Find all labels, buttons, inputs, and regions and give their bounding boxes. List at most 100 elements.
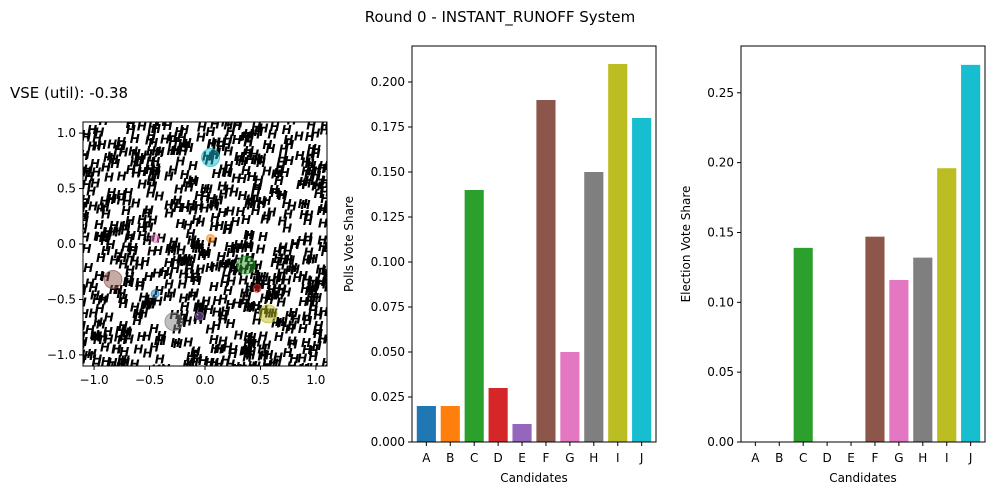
voter-point: H [221,165,231,179]
voter-point: H [247,359,257,373]
voter-point: H [111,342,121,356]
voter-point: H [75,222,85,236]
polls-xtick-label: B [446,451,454,465]
voter-point: H [247,198,257,212]
voter-point: H [146,174,156,188]
voter-point: H [295,149,305,163]
voter-point: H [101,230,111,244]
voter-point: H [81,128,91,142]
voter-point: H [305,157,315,171]
voter-point: H [314,319,324,333]
voter-point: H [277,283,287,297]
voter-point: H [116,139,126,153]
voter-point: H [96,318,106,332]
voter-point: H [269,356,279,370]
voter-point: H [156,115,166,129]
voter-point: H [107,138,117,152]
voter-point: H [122,326,132,340]
polls-ytick-label: 0.150 [371,165,405,179]
voter-point: H [243,228,253,242]
voter-point: H [167,240,177,254]
voter-point: H [325,274,335,288]
voter-point: H [132,159,142,173]
voter-point: H [223,119,233,133]
polls-xtick-label: H [589,451,598,465]
voter-point: H [243,363,253,377]
voter-point: H [120,356,130,370]
voter-point: H [244,240,254,254]
voter-point: H [145,162,155,176]
election-bar-G [889,279,909,442]
voter-point: H [272,245,282,259]
voter-point: H [137,119,147,133]
voter-point: H [223,219,233,233]
figure-suptitle: Round 0 - INSTANT_RUNOFF System [365,8,635,27]
voter-point: H [116,135,126,149]
voter-point: H [93,315,103,329]
voter-point: H [135,153,145,167]
candidate-marker-B [206,233,216,243]
voter-point: H [92,353,102,367]
voter-point: H [167,130,177,144]
voter-point: H [303,214,313,228]
voter-point: H [304,168,314,182]
polls-bar-A [416,406,436,442]
voter-point: H [105,193,115,207]
voter-point: H [215,342,225,356]
voter-point: H [240,130,250,144]
election-ytick-label: 0.10 [707,295,734,309]
voter-point: H [147,245,157,259]
voter-point: H [109,219,119,233]
voter-point: H [106,238,116,252]
voter-point: H [76,347,86,361]
voter-point: H [275,161,285,175]
voter-point: H [118,319,128,333]
voter-point: H [285,323,295,337]
voter-point: H [262,359,272,373]
voter-point: H [323,202,333,216]
voter-point: H [259,291,269,305]
voter-point: H [154,284,164,298]
voter-point: H [78,223,88,237]
voter-point: H [301,336,311,350]
voter-point: H [164,170,174,184]
voter-point: H [196,364,206,378]
voter-point: H [302,314,312,328]
voter-point: H [98,114,108,128]
voter-point: H [217,206,227,220]
voter-point: H [285,263,295,277]
voter-point: H [94,218,104,232]
voter-point: H [276,295,286,309]
voter-point: H [155,352,165,366]
election-xtick-label: E [847,451,855,465]
voter-point: H [226,275,236,289]
voter-point: H [216,135,226,149]
election-xtick-label: I [945,451,949,465]
voter-point: H [90,328,100,342]
voter-point: H [228,347,238,361]
voter-point: H [262,138,272,152]
voter-point: H [209,363,219,377]
voter-point: H [267,289,277,303]
voter-point: H [220,256,230,270]
voter-point: H [243,238,253,252]
voter-point: H [274,330,284,344]
voter-point: H [113,283,123,297]
voter-point: H [283,245,293,259]
scatter-ytick-label: −1.0 [47,348,76,362]
voter-point: H [155,145,165,159]
voter-point: H [318,332,328,346]
voter-point: H [279,253,289,267]
voter-point: H [209,220,219,234]
voter-point: H [79,149,89,163]
voter-point: H [241,213,251,227]
voter-point: H [106,186,116,200]
voter-point: H [301,274,311,288]
voter-point: H [132,314,142,328]
voter-point: H [246,345,256,359]
election-ytick-label: 0.00 [707,435,734,449]
voter-point: H [272,282,282,296]
voter-point: H [190,268,200,282]
voter-point: H [322,264,332,278]
voter-point: H [163,268,173,282]
